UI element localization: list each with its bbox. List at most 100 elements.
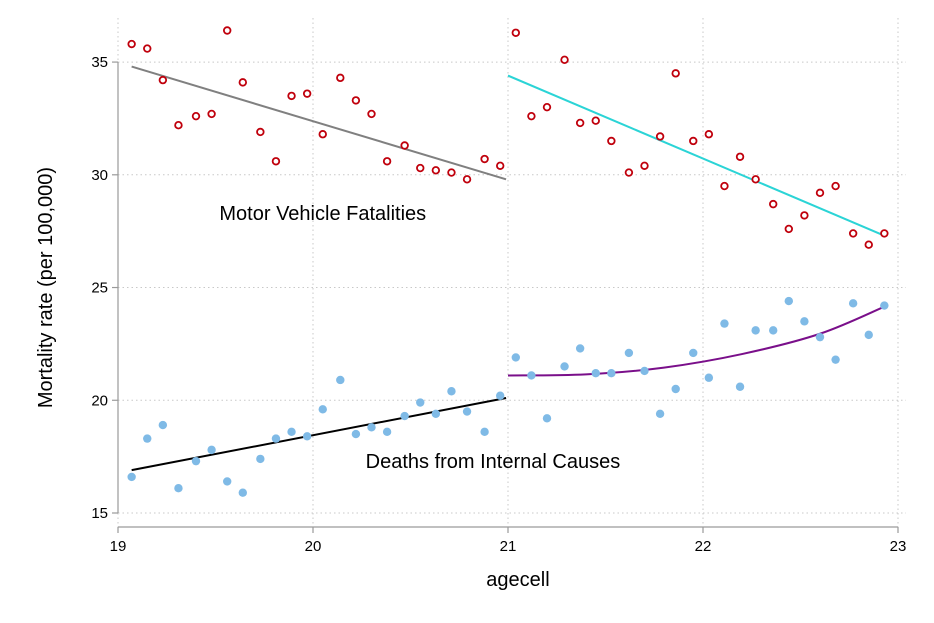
fit-line (131, 65, 507, 181)
internal-causes-point (238, 488, 247, 497)
internal-causes-point (735, 382, 745, 391)
internal-causes-point (880, 301, 889, 310)
motor-vehicle-point (591, 116, 600, 125)
internal-causes-point (143, 434, 152, 443)
motor-vehicle-point (447, 168, 456, 177)
internal-causes-point (640, 366, 649, 376)
internal-causes-point (318, 405, 327, 414)
x-tick-label: 20 (305, 538, 322, 555)
internal-causes-point (174, 483, 183, 493)
y-tick-label: 20 (91, 392, 108, 409)
motor-vehicle-point (158, 75, 168, 85)
fit-line (507, 305, 885, 377)
data-points (127, 26, 889, 497)
motor-vehicle-point (367, 109, 376, 119)
motor-vehicle-point (848, 229, 858, 238)
motor-vehicle-point (318, 130, 327, 139)
motor-vehicle-point (462, 175, 472, 184)
internal-causes-point (848, 299, 858, 308)
motor-vehicle-point (560, 55, 569, 65)
internal-causes-point (158, 420, 168, 430)
motor-vehicle-point (382, 157, 392, 166)
internal-causes-point (400, 411, 409, 421)
motor-vehicle-point (302, 89, 312, 98)
internal-causes-point (287, 427, 296, 437)
motor-vehicle-point (287, 91, 296, 101)
internal-causes-point (831, 355, 840, 364)
x-tick-label: 21 (500, 538, 517, 555)
internal-causes-point (527, 371, 536, 380)
motor-vehicle-point (735, 152, 745, 161)
motor-vehicle-point (640, 161, 649, 170)
motor-vehicle-point (271, 157, 281, 166)
y-tick-label: 15 (91, 505, 108, 522)
motor-vehicle-point (256, 127, 265, 137)
internal-causes-point (462, 407, 472, 416)
motor-vehicle-point (624, 168, 634, 177)
internal-causes-point (447, 387, 456, 396)
motor-vehicle-point (815, 188, 825, 198)
y-tick-label: 30 (91, 167, 108, 184)
internal-causes-point (607, 369, 616, 378)
motor-vehicle-point (496, 161, 505, 170)
internal-causes-point (575, 344, 585, 353)
internal-causes-point (191, 456, 201, 466)
motor-vehicle-point (191, 111, 201, 121)
motor-vehicle-point (238, 78, 247, 87)
x-axis-title: agecell (486, 569, 549, 591)
y-tick-label: 35 (91, 54, 108, 71)
internal-causes-point (431, 409, 441, 418)
motor-vehicle-point (207, 109, 216, 119)
y-tick-label: 25 (91, 280, 108, 297)
internal-causes-point (256, 454, 265, 464)
motor-vehicle-point (431, 166, 441, 175)
motor-vehicle-point (831, 181, 840, 191)
internal-causes-annotation: Deaths from Internal Causes (366, 451, 621, 473)
internal-causes-point (624, 348, 634, 358)
motor-vehicle-point (174, 121, 183, 130)
internal-causes-point (720, 319, 729, 328)
motor-vehicle-annotation: Motor Vehicle Fatalities (219, 203, 426, 225)
internal-causes-point (416, 398, 425, 407)
internal-causes-point (511, 353, 520, 362)
internal-causes-point (655, 409, 665, 418)
motor-vehicle-point (671, 69, 680, 78)
x-tick-label: 22 (695, 538, 712, 555)
motor-vehicle-point (655, 132, 665, 141)
internal-causes-point (864, 330, 873, 340)
internal-causes-point (815, 332, 825, 342)
motor-vehicle-point (351, 96, 361, 105)
internal-causes-point (480, 427, 489, 437)
x-tick-label: 23 (890, 538, 907, 555)
internal-causes-point (302, 432, 312, 441)
motor-vehicle-point (222, 26, 232, 35)
motor-vehicle-point (751, 175, 760, 184)
motor-vehicle-point (864, 240, 873, 249)
internal-causes-point (800, 317, 809, 326)
motor-vehicle-point (511, 28, 520, 37)
motor-vehicle-point (689, 136, 698, 146)
x-tick-label: 19 (110, 538, 127, 555)
motor-vehicle-point (607, 136, 616, 146)
internal-causes-point (769, 326, 778, 335)
axes (112, 61, 899, 533)
motor-vehicle-point (880, 229, 889, 238)
internal-causes-point (542, 414, 552, 423)
motor-vehicle-point (143, 44, 152, 53)
motor-vehicle-point (400, 141, 409, 150)
motor-vehicle-point (336, 73, 345, 83)
internal-causes-point (704, 373, 714, 382)
motor-vehicle-point (784, 224, 793, 234)
motor-vehicle-point (127, 39, 136, 49)
internal-causes-point (751, 326, 760, 335)
internal-causes-point (560, 362, 569, 371)
motor-vehicle-point (527, 111, 536, 121)
internal-causes-point (336, 375, 345, 385)
motor-vehicle-point (416, 163, 425, 173)
internal-causes-point (127, 472, 136, 482)
internal-causes-point (271, 434, 281, 443)
y-axis-title: Mortality rate (per 100,000) (35, 167, 57, 408)
internal-causes-point (671, 384, 680, 394)
motor-vehicle-point (480, 154, 489, 164)
chart-text: 19 20 21 22 23 15 20 25 30 35 agecell Mortality rat… (35, 54, 906, 591)
